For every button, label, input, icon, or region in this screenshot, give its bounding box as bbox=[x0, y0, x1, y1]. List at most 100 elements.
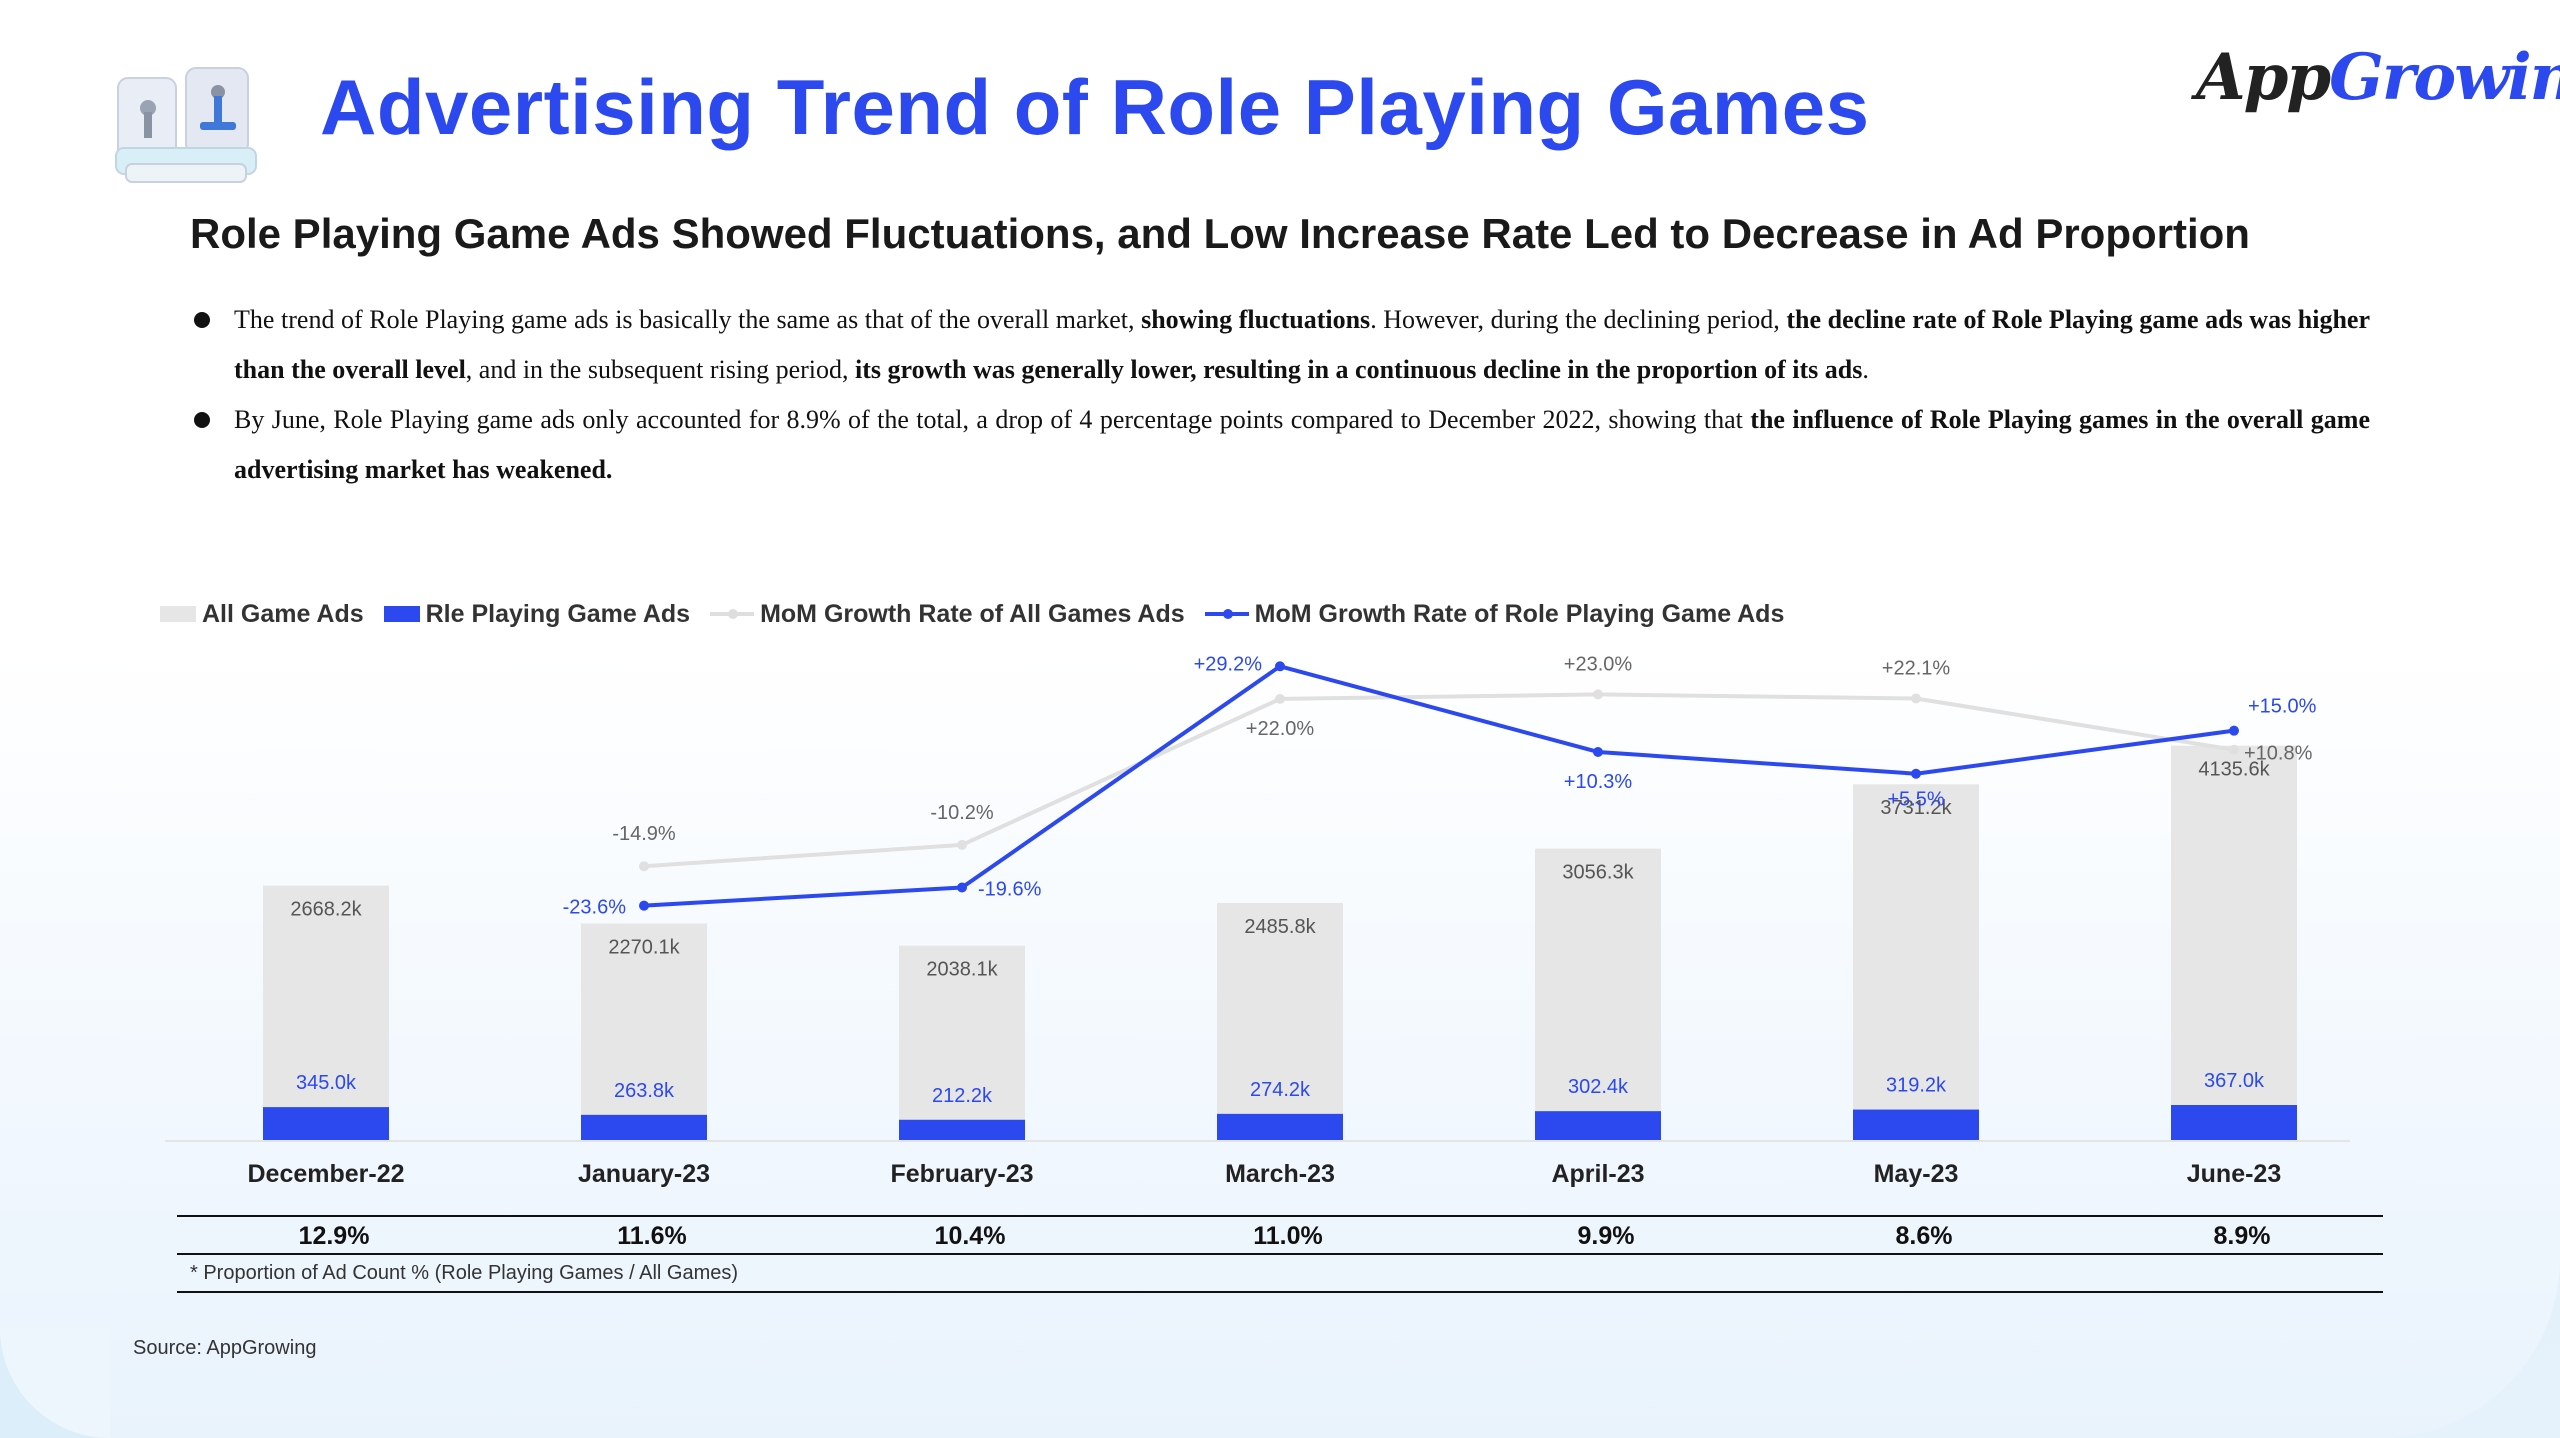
bar-all-game-ads bbox=[263, 885, 389, 1140]
x-tick-label: February-23 bbox=[890, 1160, 1033, 1188]
bar-all-game-ads bbox=[2171, 745, 2297, 1140]
legend-label: MoM Growth Rate of Role Playing Game Ads bbox=[1254, 599, 1785, 628]
game-controller-icon bbox=[115, 67, 257, 183]
bullet-bold-text: the influence of Role Playing games in t… bbox=[234, 405, 2370, 484]
mom-rpg-games-point bbox=[1275, 661, 1285, 672]
mom-rpg-games-label: -19.6% bbox=[978, 879, 1042, 901]
legend-item-all-growth: MoM Growth Rate of All Games Ads bbox=[710, 600, 1185, 629]
x-tick-label: May-23 bbox=[1874, 1160, 1959, 1188]
legend-swatch bbox=[1204, 609, 1249, 619]
bar-label-rpg-ads: 367.0k bbox=[2204, 1070, 2265, 1092]
bullet-text: . bbox=[1862, 355, 1869, 384]
page-subtitle: Role Playing Game Ads Showed Fluctuation… bbox=[190, 210, 2250, 257]
proportion-value: 11.6% bbox=[617, 1222, 687, 1250]
bullet-list: The trend of Role Playing game ads is ba… bbox=[190, 295, 2370, 495]
mom-rpg-games-point bbox=[957, 882, 967, 893]
mom-rpg-games-label: +10.3% bbox=[1564, 771, 1633, 793]
bar-label-rpg-ads: 302.4k bbox=[1568, 1076, 1629, 1098]
logo-text-growing: Growing bbox=[2329, 40, 2560, 115]
bar-all-game-ads bbox=[899, 945, 1025, 1140]
mom-all-games-label: +22.0% bbox=[1246, 718, 1315, 740]
bar-label-all-game-ads: 2668.2k bbox=[290, 899, 362, 921]
bar-label-rpg-ads: 263.8k bbox=[614, 1080, 675, 1102]
x-tick-label: December-22 bbox=[247, 1160, 404, 1188]
mom-rpg-games-point bbox=[2229, 725, 2239, 736]
bar-all-game-ads bbox=[1217, 902, 1343, 1140]
proportion-value: 11.0% bbox=[1253, 1222, 1323, 1250]
legend-swatch bbox=[160, 606, 196, 622]
proportion-value: 12.9% bbox=[299, 1222, 370, 1250]
mom-all-games-line bbox=[643, 692, 2235, 869]
mom-rpg-games-label: +29.2% bbox=[1194, 653, 1263, 675]
bullet-dot-icon bbox=[194, 312, 210, 328]
proportion-value: 9.9% bbox=[1578, 1222, 1635, 1250]
mom-rpg-games-point bbox=[1911, 768, 1921, 779]
bullet-text: , and in the subsequent rising period, bbox=[465, 355, 856, 384]
proportion-value: 10.4% bbox=[935, 1222, 1006, 1250]
x-tick-label: January-23 bbox=[578, 1160, 710, 1188]
mom-all-games-point bbox=[957, 839, 967, 850]
bullet-text: By June, Role Playing game ads only acco… bbox=[234, 405, 1751, 434]
table-note: * Proportion of Ad Count % (Role Playing… bbox=[190, 1262, 738, 1284]
mom-rpg-games-label: -23.6% bbox=[563, 897, 627, 919]
legend-swatch bbox=[383, 606, 420, 622]
bar-rpg-ads bbox=[1535, 1111, 1661, 1140]
legend-label: MoM Growth Rate of All Games Ads bbox=[760, 599, 1185, 628]
mom-all-games-label: +10.8% bbox=[2244, 743, 2313, 765]
bar-rpg-ads bbox=[2171, 1105, 2297, 1140]
bar-rpg-ads bbox=[581, 1114, 707, 1140]
x-tick-label: June-23 bbox=[2187, 1160, 2281, 1188]
bar-label-all-game-ads: 2485.8k bbox=[1244, 916, 1316, 938]
bar-all-game-ads bbox=[1853, 784, 1979, 1140]
bar-label-all-game-ads: 4135.6k bbox=[2198, 759, 2270, 781]
mom-rpg-games-point bbox=[639, 900, 649, 911]
bar-label-rpg-ads: 319.2k bbox=[1886, 1075, 1947, 1097]
mom-rpg-games-line bbox=[643, 664, 2235, 908]
mom-all-games-label: -14.9% bbox=[612, 823, 676, 845]
source-note: Source: AppGrowing bbox=[133, 1337, 317, 1359]
legend-item-rpg-ads: Rle Playing Game Ads bbox=[383, 599, 691, 629]
bar-all-game-ads bbox=[581, 923, 707, 1140]
legend-item-all-ads: All Game Ads bbox=[160, 600, 364, 629]
legend-item-rpg-growth: MoM Growth Rate of Role Playing Game Ads bbox=[1204, 599, 1785, 629]
mom-all-games-label: +23.0% bbox=[1564, 653, 1633, 675]
mom-all-games-point bbox=[639, 861, 649, 872]
mom-all-games-label: -10.2% bbox=[930, 802, 994, 824]
bar-label-rpg-ads: 274.2k bbox=[1250, 1079, 1311, 1101]
proportion-value: 8.9% bbox=[2214, 1222, 2271, 1250]
bar-label-all-game-ads: 3731.2k bbox=[1880, 797, 1952, 819]
bullet-text: . However, during the declining period, bbox=[1370, 305, 1787, 334]
bar-label-all-game-ads: 3056.3k bbox=[1562, 862, 1634, 884]
mom-all-games-point bbox=[1593, 689, 1603, 700]
mom-all-games-point bbox=[1911, 693, 1921, 704]
bar-label-rpg-ads: 345.0k bbox=[296, 1072, 357, 1094]
bar-label-all-game-ads: 2270.1k bbox=[608, 937, 680, 959]
logo-text-app: App bbox=[2196, 40, 2331, 115]
bar-all-game-ads bbox=[1535, 848, 1661, 1140]
legend-label: Rle Playing Game Ads bbox=[425, 599, 691, 628]
x-tick-label: April-23 bbox=[1551, 1160, 1644, 1188]
bar-label-rpg-ads: 212.2k bbox=[932, 1085, 993, 1107]
bullet-bold-text: its growth was generally lower, resultin… bbox=[855, 355, 1863, 384]
appgrowing-logo: AppGrowing bbox=[2196, 40, 2560, 124]
bullet-text: The trend of Role Playing game ads is ba… bbox=[234, 305, 1142, 334]
bar-rpg-ads bbox=[899, 1119, 1025, 1140]
proportion-value: 8.6% bbox=[1896, 1222, 1953, 1250]
chart-legend: All Game Ads Rle Playing Game Ads MoM Gr… bbox=[160, 596, 1804, 632]
bar-rpg-ads bbox=[1217, 1113, 1343, 1140]
bar-label-all-game-ads: 2038.1k bbox=[926, 959, 998, 981]
mom-all-games-label: +22.1% bbox=[1882, 657, 1951, 679]
mom-all-games-point bbox=[2229, 744, 2239, 755]
x-tick-label: March-23 bbox=[1225, 1160, 1335, 1188]
bullet-item-1: The trend of Role Playing game ads is ba… bbox=[190, 295, 2370, 395]
legend-label: All Game Ads bbox=[202, 599, 364, 628]
bar-rpg-ads bbox=[263, 1107, 389, 1140]
mom-rpg-games-point bbox=[1593, 746, 1603, 757]
mom-rpg-games-label: +15.0% bbox=[2248, 696, 2317, 718]
mom-rpg-games-label: +5.5% bbox=[1887, 789, 1944, 811]
page-number: 14 bbox=[2524, 1410, 2545, 1430]
bar-rpg-ads bbox=[1853, 1109, 1979, 1140]
page-title: Advertising Trend of Role Playing Games bbox=[320, 63, 1870, 151]
